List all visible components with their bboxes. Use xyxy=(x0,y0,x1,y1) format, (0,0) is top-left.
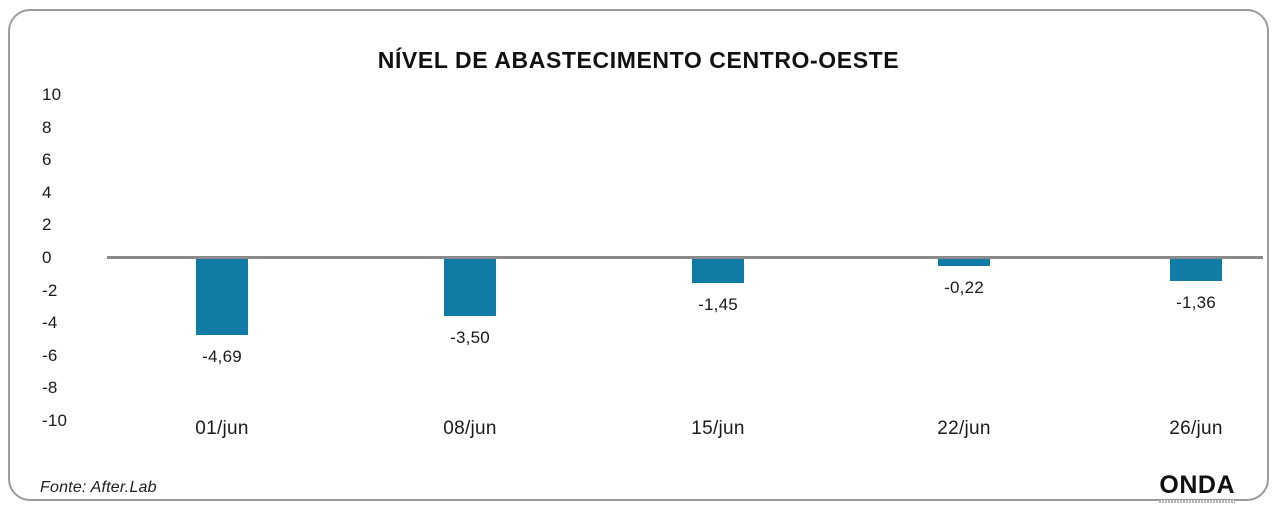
onda-logo-tagline xyxy=(1159,500,1235,503)
onda-logo-text: ONDA xyxy=(1159,471,1235,499)
x-axis-label: 15/jun xyxy=(691,418,745,439)
y-axis-tick-label: -6 xyxy=(42,345,58,365)
chart-card: NÍVEL DE ABASTECIMENTO CENTRO-OESTE 10 8 6… xyxy=(8,9,1269,503)
y-axis-tick-label: 10 xyxy=(42,85,62,104)
y-axis-tick-label: -4 xyxy=(42,313,58,333)
y-axis-tick-label: -10 xyxy=(42,411,68,430)
bar-value-label: -1,36 xyxy=(1176,293,1216,313)
bar-value-label: -1,45 xyxy=(698,294,738,314)
y-axis-tick-label: 4 xyxy=(42,182,52,202)
y-axis-tick-label: 8 xyxy=(42,117,52,137)
onda-logo: ONDA xyxy=(1159,473,1235,503)
bar-value-label: -3,50 xyxy=(450,328,490,348)
x-axis-label: 26/jun xyxy=(1169,418,1223,439)
bar-value-label: -4,69 xyxy=(202,347,242,367)
bar-26/jun xyxy=(1170,259,1222,282)
y-axis-tick-label: 2 xyxy=(42,215,52,235)
y-axis-tick-label: -8 xyxy=(42,378,58,398)
bar-22/jun xyxy=(938,259,990,266)
y-axis-tick-label: -2 xyxy=(42,280,58,300)
bar-value-label: -0,22 xyxy=(944,278,984,297)
x-axis-label: 01/jun xyxy=(195,418,249,439)
bar-01/jun xyxy=(196,259,248,336)
zero-baseline xyxy=(107,256,1263,259)
bar-15/jun xyxy=(692,259,744,283)
y-axis-tick-label: 6 xyxy=(42,150,52,170)
chart-title: NÍVEL DE ABASTECIMENTO CENTRO-OESTE xyxy=(377,47,900,73)
y-axis-tick-label: 0 xyxy=(42,248,52,267)
x-axis-label: 22/jun xyxy=(937,418,991,439)
source-text: Fonte: After.Lab xyxy=(40,479,157,496)
bar-08/jun xyxy=(444,259,496,317)
x-axis-label: 08/jun xyxy=(443,418,497,439)
